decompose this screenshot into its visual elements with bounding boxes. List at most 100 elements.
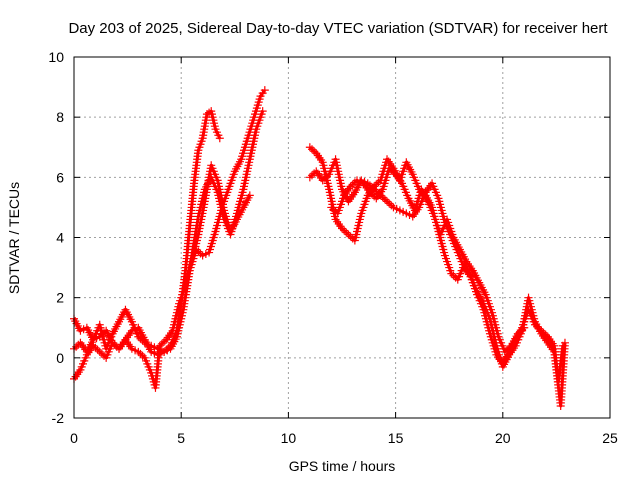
data-point-markers	[121, 335, 135, 351]
data-point-markers	[505, 344, 519, 359]
data-point-markers	[543, 338, 557, 354]
data-point-markers	[202, 108, 214, 119]
data-point-markers	[325, 185, 339, 221]
data-point-markers	[556, 341, 569, 410]
data-point-markers	[95, 328, 109, 341]
data-point-markers	[428, 179, 442, 200]
data-point-markers	[344, 190, 358, 206]
data-point-markers	[220, 206, 234, 233]
data-point-markers	[395, 206, 408, 216]
y-tick-label: 10	[48, 49, 64, 65]
data-point-markers	[410, 188, 425, 215]
data-point-markers	[378, 167, 393, 194]
y-tick-label: -2	[52, 410, 65, 426]
data-point-markers	[318, 172, 331, 185]
data-point-markers	[443, 215, 457, 239]
data-point-markers	[89, 341, 102, 354]
data-point-markers	[488, 308, 502, 338]
data-point-markers	[243, 116, 258, 143]
data-point-markers	[239, 193, 253, 212]
x-tick-label: 5	[177, 430, 185, 446]
data-point-markers	[245, 128, 260, 164]
data-point-markers	[383, 197, 396, 210]
data-point-markers	[82, 323, 97, 342]
data-point-markers	[232, 188, 247, 218]
data-series	[70, 86, 569, 410]
data-point-markers	[421, 181, 435, 197]
data-point-markers	[168, 302, 183, 335]
data-point-markers	[127, 325, 140, 335]
data-point-markers	[224, 170, 238, 194]
data-point-markers	[102, 326, 116, 345]
data-point-markers	[207, 161, 221, 182]
data-point-markers	[365, 188, 379, 201]
data-point-markers	[389, 203, 401, 213]
data-point-markers	[108, 320, 122, 338]
data-point-markers	[402, 158, 416, 176]
data-point-markers	[537, 329, 551, 345]
data-point-markers	[359, 179, 373, 195]
data-point-markers	[447, 269, 460, 282]
data-point-markers	[530, 317, 545, 336]
data-point-markers	[398, 179, 412, 200]
data-point-markers	[198, 250, 210, 260]
data-point-markers	[460, 263, 474, 279]
data-point-markers	[340, 184, 353, 200]
data-point-markers	[127, 344, 140, 355]
y-tick-label: 8	[56, 109, 64, 125]
x-tick-label: 25	[602, 430, 618, 446]
data-point-markers	[350, 212, 365, 245]
series-trace-4	[187, 161, 254, 266]
series-trace-7	[327, 164, 529, 356]
data-point-markers	[185, 182, 198, 230]
series-trace-5	[305, 143, 567, 386]
data-point-markers	[232, 205, 247, 224]
data-point-markers	[481, 290, 496, 314]
data-point-markers	[370, 185, 383, 198]
data-point-markers	[385, 164, 398, 177]
data-point-markers	[473, 287, 487, 306]
data-point-markers	[162, 329, 176, 344]
data-point-markers	[194, 200, 209, 239]
data-point-markers	[449, 233, 463, 252]
axis-ticks: 0 5 10 15 20 25 -2 0 2 4 6 8 10	[48, 49, 618, 446]
data-point-markers	[151, 344, 164, 392]
data-point-markers	[494, 332, 508, 353]
data-point-markers	[543, 332, 557, 348]
data-point-markers	[190, 149, 202, 188]
grid	[74, 57, 610, 418]
data-point-markers	[121, 305, 135, 324]
y-tick-label: 2	[56, 290, 64, 306]
data-point-markers	[187, 233, 202, 266]
data-point-markers	[440, 251, 455, 275]
data-point-markers	[76, 325, 88, 335]
data-point-markers	[357, 176, 369, 186]
series-line	[308, 146, 565, 384]
data-point	[520, 323, 529, 332]
data-point-markers	[475, 278, 489, 297]
data-point-markers	[363, 179, 377, 192]
data-point-markers	[256, 89, 267, 101]
data-point-markers	[237, 137, 251, 164]
data-point-markers	[252, 110, 266, 134]
data-point-markers	[102, 341, 116, 362]
data-point-markers	[147, 347, 159, 358]
data-point-markers	[338, 224, 351, 237]
data-point-markers	[140, 335, 154, 354]
data-point-markers	[408, 170, 422, 191]
data-point	[258, 107, 267, 116]
x-tick-label: 20	[495, 430, 511, 446]
x-tick-label: 15	[388, 430, 404, 446]
data-point-markers	[155, 337, 169, 350]
data-point-markers	[250, 95, 264, 122]
data-point-markers	[172, 308, 187, 341]
data-point-markers	[147, 341, 159, 352]
data-point-markers	[357, 194, 371, 218]
data-point-markers	[524, 293, 539, 323]
y-tick-label: 4	[56, 230, 64, 246]
data-point	[560, 338, 569, 347]
data-point-markers	[194, 137, 206, 155]
data-point-markers	[226, 217, 240, 236]
y-tick-label: 6	[56, 169, 64, 185]
